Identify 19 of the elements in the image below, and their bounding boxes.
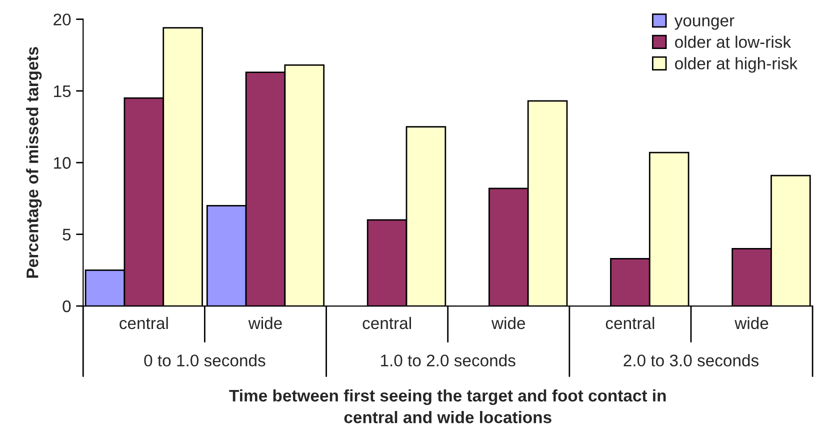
- legend-label: older at low-risk: [675, 36, 792, 48]
- y-tick-label: 15: [54, 85, 71, 98]
- x-tick-label: central: [606, 316, 654, 330]
- x-tick-label: wide: [734, 316, 768, 330]
- y-tick-label: 20: [54, 14, 71, 26]
- y-tick-label: 0: [62, 300, 71, 312]
- y-tick-label: 5: [62, 228, 71, 241]
- text: 1.0 to 2.0 seconds: [381, 354, 516, 366]
- x-tick-label: wide: [491, 316, 526, 330]
- x-tick-label: central: [362, 316, 411, 330]
- x-axis-title: Time between first seeing the target and foot contact in central and wide locations: [229, 389, 666, 424]
- text: 0 to 1.0 seconds: [144, 354, 266, 366]
- x-tick-label: central: [120, 316, 168, 330]
- legend-label: younger: [674, 17, 734, 30]
- y-axis-title: Percentage of missed targets: [26, 47, 42, 278]
- text: 2.0 to 3.0 seconds: [624, 354, 758, 366]
- legend-label: older at high-risk: [675, 57, 798, 73]
- x-tick-label: wide: [248, 316, 282, 330]
- y-tick-label: 10: [54, 157, 71, 169]
